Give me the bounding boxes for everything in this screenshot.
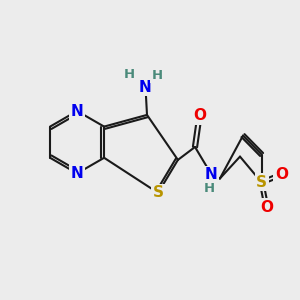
Text: N: N [205,167,218,182]
Text: O: O [260,200,273,214]
Text: N: N [71,166,83,181]
Text: N: N [139,80,152,94]
Text: O: O [193,108,206,123]
Text: H: H [151,69,163,82]
Text: H: H [123,68,135,82]
Text: S: S [256,175,267,190]
Text: H: H [203,182,215,196]
Text: O: O [275,167,288,182]
Text: N: N [71,103,83,118]
Text: S: S [153,185,164,200]
